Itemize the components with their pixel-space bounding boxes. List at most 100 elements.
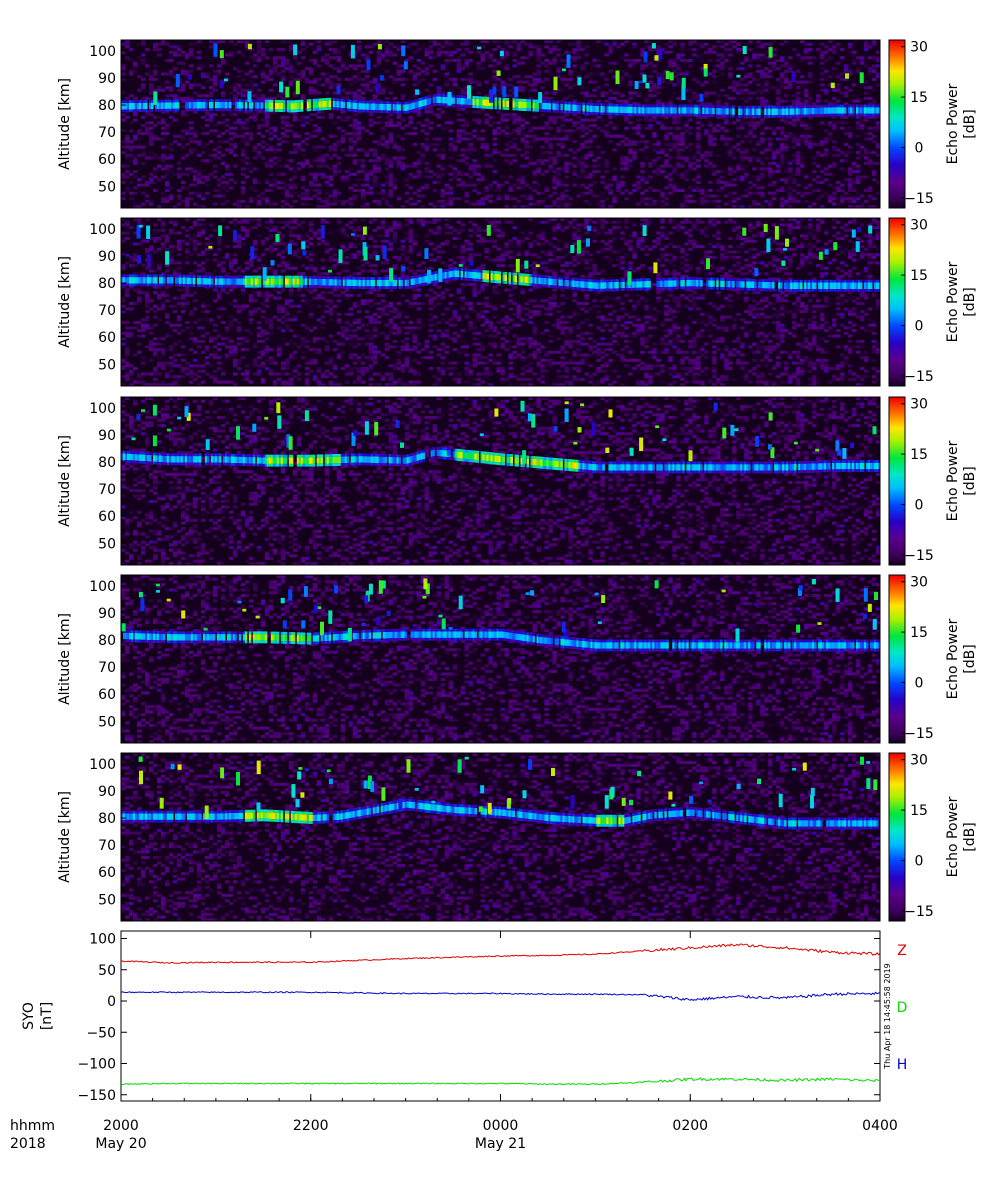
echo-layer-cell <box>399 104 402 111</box>
echo-spot <box>459 264 463 267</box>
echo-spot <box>730 425 734 436</box>
echo-layer-cell <box>277 635 280 642</box>
echo-layer-cell <box>287 813 290 820</box>
echo-spot <box>815 449 819 452</box>
echo-spot <box>283 620 287 628</box>
echo-spot <box>514 87 518 98</box>
echo-spot <box>492 87 496 95</box>
echo-spot <box>659 48 663 59</box>
echo-layer-cell <box>305 279 308 286</box>
y-tick-label: 100 <box>89 401 116 417</box>
echo-layer-cell <box>716 281 719 288</box>
echo-spot <box>570 245 574 253</box>
echo-layer-cell <box>199 813 202 820</box>
colorbar-tick-label: −15 <box>904 726 934 742</box>
echo-spot <box>220 50 224 58</box>
y-tick-label: 70 <box>98 125 116 141</box>
echo-spot <box>868 604 872 612</box>
colorbar-unit: [dB] <box>962 644 978 673</box>
echo-spot <box>459 596 463 610</box>
echo-layer-cell <box>401 280 404 287</box>
echo-layer-cell <box>177 102 180 109</box>
x-tick-date: May 21 <box>475 1136 526 1152</box>
echo-spot <box>296 799 300 807</box>
echo-layer-cell <box>321 457 324 464</box>
echo-layer-cell <box>660 812 663 819</box>
echo-spot <box>611 787 615 798</box>
echo-spot <box>400 443 404 448</box>
echo-spot <box>567 54 571 68</box>
y-tick-label: 50 <box>98 963 116 979</box>
echo-spot <box>831 83 835 88</box>
echo-spot <box>704 69 708 77</box>
colorbar-tick-label: 0 <box>915 498 924 514</box>
y-axis-label: Altitude [km] <box>57 256 73 348</box>
echo-spot <box>551 768 555 776</box>
echo-spot <box>628 271 632 285</box>
echo-spot <box>528 759 532 770</box>
echo-layer-cell <box>686 642 689 649</box>
echo-spot <box>842 448 846 459</box>
echo-layer-cell <box>628 817 631 824</box>
echo-layer-cell <box>860 283 863 290</box>
echo-spot <box>860 72 864 83</box>
echo-spot <box>587 226 591 231</box>
echo-layer-cell <box>457 271 460 278</box>
echo-spot <box>799 585 803 590</box>
echo-spot <box>766 239 770 253</box>
echo-spot <box>176 74 180 88</box>
y-tick-label: 80 <box>98 633 116 649</box>
echo-spot <box>171 764 175 769</box>
echo-spot <box>141 409 145 412</box>
echo-layer-cell <box>648 281 651 288</box>
echo-layer-cell <box>475 631 478 638</box>
echo-layer-cell <box>499 100 502 107</box>
echo-layer-cell <box>379 632 382 639</box>
echo-layer-cell <box>740 109 743 116</box>
colorbar-unit: [dB] <box>962 466 978 495</box>
colorbar-tick-label: 0 <box>915 319 924 335</box>
echo-spot <box>281 598 285 603</box>
echo-spot <box>367 59 371 70</box>
echo-spot <box>146 226 150 240</box>
echo-spot <box>708 800 712 803</box>
echo-layer-cell <box>499 274 502 281</box>
echo-layer-cell <box>377 807 380 814</box>
y-tick-label: 0 <box>107 994 116 1010</box>
echo-layer-cell <box>870 283 873 290</box>
echo-layer-cell <box>616 642 619 649</box>
echo-spot <box>378 44 382 49</box>
echo-spot <box>689 450 693 461</box>
echo-layer-cell <box>828 463 831 470</box>
echo-layer-cell <box>163 634 166 641</box>
colorbar-unit: [dB] <box>962 287 978 316</box>
echo-layer-cell <box>339 279 342 286</box>
colorbar-label: Echo Power <box>945 83 961 164</box>
echo-spot <box>407 759 411 773</box>
echo-spot <box>438 268 442 282</box>
colorbar-tick-label: −15 <box>904 548 934 564</box>
echo-spot <box>304 586 308 597</box>
echo-layer-cell <box>784 820 787 827</box>
echo-layer-cell <box>261 102 264 109</box>
echo-spot <box>742 228 746 236</box>
echo-spot <box>364 595 368 603</box>
echo-layer-cell <box>241 102 244 109</box>
echo-spot <box>736 628 740 642</box>
echo-spot <box>167 599 171 602</box>
echo-spot <box>252 424 256 432</box>
y-axis-label: Altitude [km] <box>57 435 73 527</box>
echo-layer-cell <box>477 454 480 461</box>
echo-spot <box>577 77 581 85</box>
echo-spot <box>722 428 726 439</box>
echo-spot <box>699 782 703 785</box>
echo-layer-cell <box>171 813 174 820</box>
echo-layer-cell <box>744 816 747 823</box>
echo-layer-cell <box>700 280 703 287</box>
echo-layer-cell <box>758 642 761 649</box>
echo-layer-cell <box>794 464 797 471</box>
colorbar-tick-label: 30 <box>910 397 928 413</box>
colorbar-tick-label: 15 <box>910 268 928 284</box>
